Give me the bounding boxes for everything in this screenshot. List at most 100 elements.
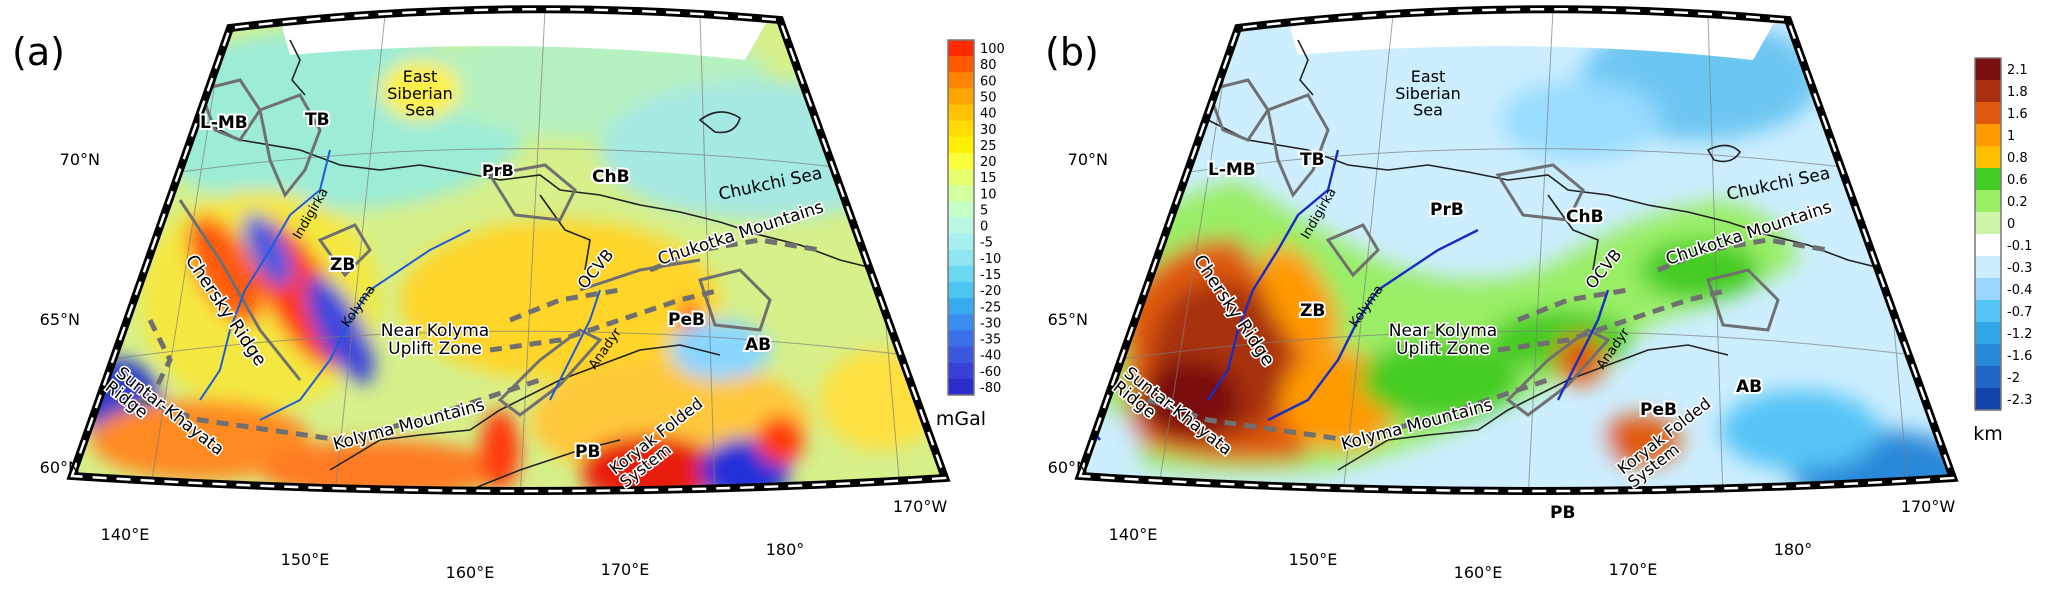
colorbar-tick: 0.6 [2007,173,2028,188]
colorbar-swatch [1975,300,2001,323]
colorbar-tick: -0.4 [2007,283,2032,298]
colorbar-swatch [1975,146,2001,169]
feature-label-ess: East Siberian Sea [387,67,453,120]
longitude-label: 160°E [1454,563,1503,582]
colorbar-swatch [1975,322,2001,345]
colorbar-swatch [1975,234,2001,257]
longitude-label: 150°E [281,550,330,569]
colorbar-swatch [948,120,974,138]
feature-label-ess: East Siberian Sea [1395,67,1461,120]
colorbar-frame [1974,57,2002,411]
colorbar-tick: -0.7 [2007,305,2032,320]
latitude-label: 65°N [1048,310,1088,329]
colorbar-swatch [1975,80,2001,103]
feature-label-lmb: L-MB [1208,160,1256,180]
colorbar-tick: -2 [2007,371,2020,386]
colorbar-tick: 5 [980,203,988,218]
colorbar-tick: 50 [980,90,997,105]
colorbar-swatch [948,104,974,122]
colorbar-unit: mGal [936,408,986,430]
colorbar-swatch [948,56,974,73]
colorbar-tick: -2.3 [2007,393,2032,408]
feature-label-nkuz: Near Kolyma Uplift Zone [1389,321,1497,359]
colorbar-swatch [948,88,974,106]
colorbar-tick: 0.2 [2007,195,2028,210]
colorbar-tick: -30 [980,316,1001,331]
longitude-label: 170°E [1609,560,1658,579]
colorbar-tick: -60 [980,365,1001,380]
feature-label-tb: TB [1300,150,1325,170]
colorbar-tick: -5 [980,236,993,251]
colorbar-swatch [948,378,974,396]
colorbar-tick: 80 [980,58,997,73]
colorbar-swatch [1975,344,2001,367]
colorbar-swatch [1975,278,2001,301]
colorbar-tick: 40 [980,107,997,122]
colorbar-tick: -1.2 [2007,327,2032,342]
colorbar-tick: 10 [980,187,997,202]
colorbar-a: 10080605040302520151050-5-10-15-20-25-30… [936,39,1005,430]
colorbar-tick: 15 [980,171,997,186]
feature-label-pb: PB [575,442,600,462]
panel-b-elevation-map [1074,5,1959,496]
feature-label-ab: AB [1736,377,1762,397]
panel-a-gravity-map [66,5,951,496]
colorbar-swatch [948,233,974,251]
colorbar-swatch [948,282,974,299]
colorbar-tick: -40 [980,349,1001,364]
latitude-label: 60°N [1048,458,1088,477]
colorbar-swatch [948,136,974,154]
colorbar-tick: -20 [980,284,1001,299]
elevation-field [1080,9,1953,492]
feature-label-nkuz: Near Kolyma Uplift Zone [381,321,489,359]
colorbar-swatch [1975,168,2001,191]
colorbar-swatch [948,40,974,57]
longitude-label: 170°W [893,497,948,516]
feature-label-zb: ZB [330,255,355,275]
colorbar-tick: 2.1 [2007,63,2028,78]
feature-label-prb: PrB [482,161,514,180]
latitude-label: 65°N [40,310,80,329]
feature-label-tb: TB [305,110,330,130]
colorbar-swatch [948,169,974,186]
longitude-label: 160°E [446,563,495,582]
panel-label: (b) [1045,30,1099,74]
feature-label-prb: PrB [1430,200,1464,220]
colorbar-swatch [948,362,974,380]
longitude-label: 170°W [1901,497,1956,516]
feature-label-peb: PeB [1640,400,1677,420]
colorbar-swatch [948,152,974,170]
colorbar-swatch [948,330,974,348]
colorbar-tick: 100 [980,42,1005,57]
colorbar-unit: km [1973,423,2003,445]
colorbar-tick: 60 [980,74,997,89]
colorbar-tick: -0.3 [2007,261,2032,276]
colorbar-tick: 30 [980,123,997,138]
colorbar-swatch [1975,212,2001,235]
colorbar-swatch [1975,366,2001,389]
latitude-label: 70°N [60,150,100,169]
colorbar-swatch [948,217,974,235]
colorbar-swatch [948,72,974,89]
colorbar-swatch [948,346,974,364]
feature-label-lmb: L-MB [200,113,248,133]
colorbar-swatch [1975,256,2001,279]
panel-label: (a) [12,30,65,74]
latitude-label: 60°N [40,458,80,477]
colorbar-tick: 20 [980,155,997,170]
colorbar-swatch [948,201,974,218]
latitude-label: 70°N [1068,150,1108,169]
colorbar-tick: 0.8 [2007,151,2028,166]
feature-label-pb: PB [1550,503,1575,523]
colorbar-swatch [948,185,974,202]
colorbar-tick: 1 [2007,129,2015,144]
colorbar-swatch [1975,124,2001,147]
colorbar-swatch [948,265,974,283]
longitude-label: 140°E [1109,525,1158,544]
colorbar-tick: 1.8 [2007,85,2028,100]
colorbar-swatch [948,298,974,315]
colorbar-swatch [1975,190,2001,213]
longitude-label: 170°E [601,560,650,579]
colorbar-b: 2.1 1.8 1.6 1 0.8 0.6 0.2 0 -0.1 -0.3 -0.4 -0.7 -1.2… [1973,57,2032,445]
colorbar-swatch [1975,388,2001,411]
